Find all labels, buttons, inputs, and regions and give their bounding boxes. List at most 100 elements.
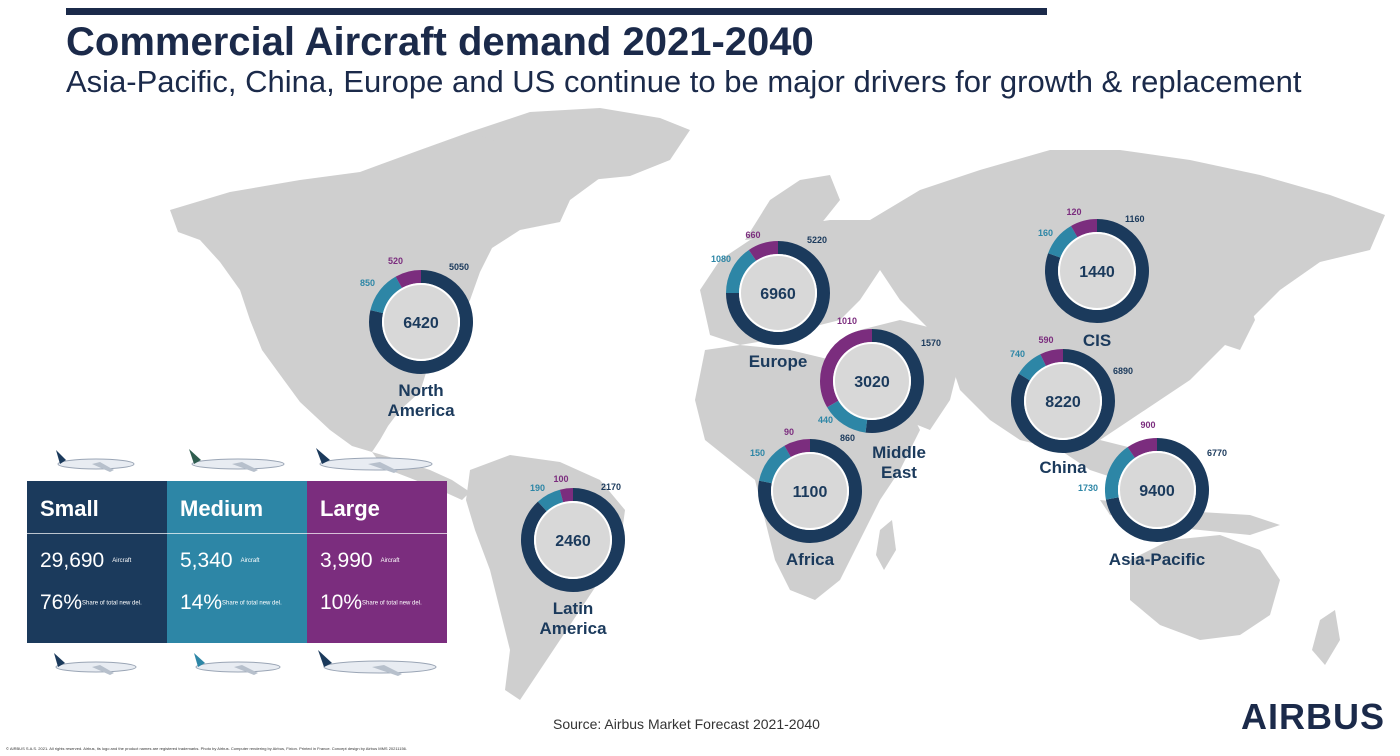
- region-label-cis-0: CIS: [1083, 331, 1111, 350]
- legend-small-name: Small: [40, 496, 99, 521]
- donut-north-america-medium-label: 850: [360, 278, 375, 288]
- donut-north-america-total: 6420: [403, 315, 439, 332]
- legend-medium-count: 5,340: [180, 549, 233, 572]
- legend-small-share-row: 76%Share of total new del.: [40, 591, 142, 615]
- donut-africa-small-slice: [758, 439, 862, 543]
- donut-latin-america-large-label: 100: [553, 474, 568, 484]
- donut-middle-east-medium-slice: [827, 400, 868, 433]
- donut-china-medium-label: 740: [1010, 349, 1025, 359]
- donut-europe-large-label: 660: [745, 230, 760, 240]
- region-label-middle-east-0: Middle: [872, 443, 926, 462]
- donut-middle-east-small-label: 1570: [921, 338, 941, 348]
- donut-middle-east-small-slice: [865, 329, 924, 433]
- donut-europe-total: 6960: [760, 286, 796, 303]
- donut-cis-large-label: 120: [1066, 207, 1081, 217]
- donut-north-america-medium-slice: [370, 276, 403, 314]
- legend-large-unit: Aircraft: [380, 558, 400, 565]
- aircraft-large-top-image: [316, 448, 433, 473]
- donut-asia-pacific: 9400 6770 1730 900 Asia-Pacific: [1078, 420, 1227, 569]
- airbus-logo: AIRBUS: [1241, 696, 1386, 737]
- donut-middle-east-large-slice: [820, 329, 873, 408]
- donut-africa-small-label: 860: [840, 433, 855, 443]
- donut-africa-large-slice: [784, 439, 811, 458]
- donut-asia-pacific-medium-label: 1730: [1078, 483, 1098, 493]
- legend-medium-count-row: 5,340 Aircraft: [180, 549, 260, 573]
- donut-middle-east-total: 3020: [854, 374, 890, 391]
- donut-china-small-label: 6890: [1113, 366, 1133, 376]
- copyright-fineprint: © AIRBUS S.A.S. 2021. All rights reserve…: [6, 746, 408, 751]
- aircraft-large-bottom-image: [318, 650, 437, 676]
- legend-large: Large 3,990 Aircraft 10%Share of total ne…: [307, 481, 447, 643]
- donut-middle-east-medium-label: 440: [818, 415, 833, 425]
- legend-large-name: Large: [320, 496, 380, 521]
- legend-small-share-unit: Share of total new del.: [82, 600, 142, 607]
- region-label-north-america-0: North: [398, 381, 443, 400]
- donut-africa-medium-label: 150: [750, 448, 765, 458]
- legend-small: Small 29,690 Aircraft 76%Share of total n…: [27, 481, 167, 643]
- legend-large-count-row: 3,990 Aircraft: [320, 549, 400, 573]
- donut-asia-pacific-large-slice: [1127, 438, 1158, 459]
- donut-north-america-large-label: 520: [388, 256, 403, 266]
- donut-asia-pacific-center: [1118, 451, 1196, 529]
- donut-latin-america-large-slice: [559, 488, 574, 503]
- donut-europe-small-label: 5220: [807, 235, 827, 245]
- region-label-africa-0: Africa: [786, 550, 835, 569]
- aircraft-medium-top-image: [189, 449, 285, 472]
- donut-europe-medium-slice: [726, 249, 757, 294]
- donut-china: 8220 6890 740 590 China: [1010, 335, 1133, 477]
- page-subtitle: Asia-Pacific, China, Europe and US conti…: [66, 64, 1302, 99]
- legend-small-count-row: 29,690 Aircraft: [40, 549, 131, 573]
- donut-asia-pacific-small-slice: [1105, 438, 1209, 542]
- donut-north-america-small-label: 5050: [449, 262, 469, 272]
- donut-middle-east-center: [833, 342, 911, 420]
- region-label-europe-0: Europe: [749, 352, 808, 371]
- landmass-new-zealand: [1312, 610, 1340, 665]
- legend-medium-share-row: 14%Share of total new del.: [180, 591, 282, 615]
- donut-europe-large-slice: [748, 241, 779, 261]
- legend-large-share-row: 10%Share of total new del.: [320, 591, 422, 615]
- donut-cis-medium-slice: [1048, 225, 1078, 258]
- legend-medium-name: Medium: [180, 496, 264, 521]
- donut-latin-america-small-label: 2170: [601, 482, 621, 492]
- donut-china-large-label: 590: [1038, 335, 1053, 345]
- donut-latin-america-small-slice: [521, 488, 625, 592]
- landmass-greenland: [470, 108, 690, 180]
- page-title: Commercial Aircraft demand 2021-2040: [66, 20, 814, 64]
- donut-cis-large-slice: [1071, 219, 1098, 238]
- donut-cis-medium-label: 160: [1038, 228, 1053, 238]
- donut-middle-east-large-label: 1010: [837, 316, 857, 326]
- donut-asia-pacific-large-label: 900: [1140, 420, 1155, 430]
- donut-china-large-slice: [1040, 349, 1064, 367]
- landmass-madagascar: [876, 520, 896, 570]
- donut-africa: 1100 860 150 90 Africa: [750, 427, 862, 569]
- aircraft-small-top-image: [56, 450, 135, 472]
- donut-latin-america-medium-label: 190: [530, 483, 545, 493]
- donut-africa-total: 1100: [793, 484, 828, 501]
- donut-cis-small-slice: [1045, 219, 1149, 323]
- donut-cis-total: 1440: [1079, 264, 1115, 281]
- donut-china-center: [1024, 362, 1102, 440]
- donut-china-total: 8220: [1045, 394, 1081, 411]
- source-note: Source: Airbus Market Forecast 2021-2040: [553, 716, 820, 732]
- region-label-asia-pacific-0: Asia-Pacific: [1109, 550, 1205, 569]
- donut-africa-large-label: 90: [784, 427, 794, 437]
- region-label-north-america-1: America: [387, 401, 455, 420]
- top-rule: [66, 8, 1047, 15]
- donut-europe: 6960 5220 1080 660 Europe: [711, 230, 830, 371]
- donut-africa-medium-slice: [759, 445, 792, 484]
- legend-medium-share-unit: Share of total new del.: [222, 600, 282, 607]
- legend-small-header: Small: [27, 481, 167, 534]
- landmass-australia: [1130, 535, 1280, 640]
- region-label-latin-america-1: America: [539, 619, 607, 638]
- donut-asia-pacific-small-label: 6770: [1207, 448, 1227, 458]
- donut-asia-pacific-medium-slice: [1105, 447, 1136, 500]
- donut-europe-medium-label: 1080: [711, 254, 731, 264]
- donut-europe-small-slice: [726, 241, 830, 345]
- donut-china-medium-slice: [1018, 354, 1047, 381]
- landmass-japan: [1225, 290, 1255, 350]
- legend-small-unit: Aircraft: [112, 558, 132, 565]
- segment-legend: Small 29,690 Aircraft 76%Share of total n…: [27, 481, 447, 643]
- region-label-china-0: China: [1039, 458, 1087, 477]
